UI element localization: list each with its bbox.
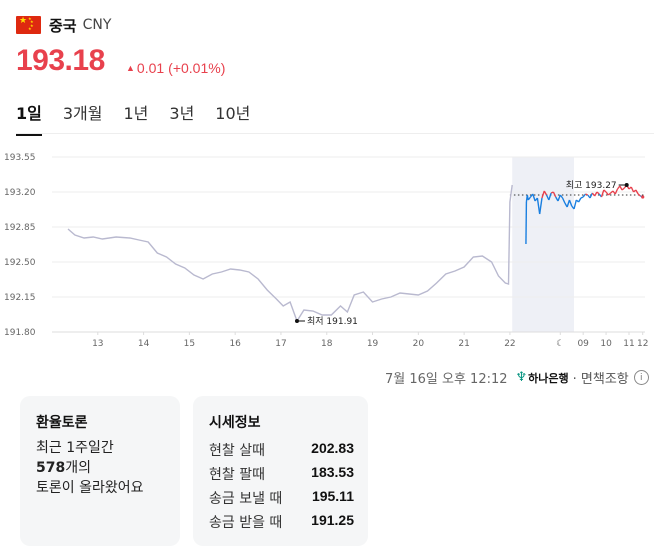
hana-bank-icon: ♆ [516,370,528,385]
rate-label: 송금 보낼 때 [209,488,282,508]
intraday-segment [636,190,638,194]
x-tick-label: 17 [275,339,286,349]
x-tick-label: 15 [184,339,195,349]
x-tick-label: ☾ [556,339,564,349]
x-tick-label: 13 [92,339,103,349]
triangle-up-icon: ▲ [126,63,135,73]
x-tick-label: 11 [623,339,634,349]
change-percent: (+0.01%) [168,60,225,76]
discussion-summary: 최근 1주일간 578개의 토론이 올라왔어요 [36,438,144,498]
x-tick-label: 14 [138,339,150,349]
rate-label: 송금 받을 때 [209,512,282,532]
x-tick-label: 22 [504,339,515,349]
period-tabs: 1일 3개월 1년 3년 10년 [16,100,271,136]
update-time: 7월 16일 오후 12:12 [385,368,508,387]
intraday-segment [581,197,583,198]
night-band [512,157,574,332]
tab-divider [16,133,654,134]
rate-row: 송금 보낼 때 195.11 [209,488,354,508]
bank-name: 하나은행 [528,370,568,386]
rate-value: 191.25 [311,512,354,532]
x-tick-label: 20 [413,339,425,349]
min-label: 최저 191.91 [307,316,358,327]
change-value: 0.01 [137,60,164,76]
intraday-segment [583,194,585,197]
rate-info-card: 시세정보 현찰 살때 202.83 현찰 팔때 183.53 송금 보낼 때 1… [193,396,368,546]
rate-row: 송금 받을 때 191.25 [209,512,354,532]
disclaimer-link[interactable]: · 면책조항 [573,368,629,387]
x-tick-label: 16 [229,339,241,349]
tab-3years[interactable]: 3년 [169,100,194,136]
bank-logo: ♆ 하나은행 [516,370,569,386]
x-tick-label: 21 [458,339,469,349]
discussion-title: 환율토론 [36,412,88,432]
currency-code: CNY [83,17,112,33]
y-tick-label: 192.85 [4,223,36,233]
discussion-count-suffix: 개의 [65,460,91,476]
currency-header: ★ ★ ★ ★ ★ 중국 CNY [16,14,111,36]
exchange-rate-chart[interactable]: 193.55 193.20 192.85 192.50 192.15 191.80 13 14… [0,140,670,362]
update-info: 7월 16일 오후 12:12 ♆ 하나은행 · 면책조항 i [385,368,649,387]
history-series-line [68,185,512,321]
rate-value: 195.11 [312,488,354,508]
china-flag-icon: ★ ★ ★ ★ ★ [16,16,41,34]
rate-label: 현찰 팔때 [209,464,265,484]
x-tick-label: 19 [367,339,379,349]
tab-3months[interactable]: 3개월 [63,100,103,136]
intraday-segment [579,198,581,202]
intraday-segment [622,188,624,190]
intraday-segment [631,187,633,192]
current-point [641,195,644,198]
x-tick-label: 12 [637,339,648,349]
x-tick-label: 10 [600,339,612,349]
y-tick-label: 191.80 [4,328,36,338]
discussion-line1: 최근 1주일간 [36,438,144,458]
y-tick-label: 192.50 [4,258,36,268]
info-icon[interactable]: i [634,370,649,385]
price-change: ▲ 0.01 (+0.01%) [126,60,225,76]
intraday-segment [638,194,640,196]
max-label: 최고 193.27 [566,180,617,191]
y-tick-label: 193.55 [4,153,36,163]
rate-row: 현찰 팔때 183.53 [209,464,354,484]
discussion-card[interactable]: 환율토론 최근 1주일간 578개의 토론이 올라왔어요 [20,396,180,546]
intraday-segment [585,194,587,195]
intraday-segment [601,190,603,197]
x-tick-label: 18 [321,339,333,349]
y-tick-label: 193.20 [4,188,36,198]
rate-row: 현찰 살때 202.83 [209,440,354,460]
rate-value: 183.53 [311,464,354,484]
country-name: 중국 [49,15,77,36]
tab-10years[interactable]: 10년 [215,100,250,136]
tab-1day[interactable]: 1일 [16,100,42,136]
rate-label: 현찰 살때 [209,440,265,460]
discussion-count: 578 [36,460,65,476]
x-tick-label: 09 [577,339,589,349]
current-price: 193.18 [16,44,105,78]
discussion-line3: 토론이 올라왔어요 [36,478,144,498]
rate-value: 202.83 [311,440,354,460]
rate-info-title: 시세정보 [209,412,261,432]
y-tick-label: 192.15 [4,293,36,303]
intraday-segment [574,200,576,209]
tab-1year[interactable]: 1년 [123,100,148,136]
